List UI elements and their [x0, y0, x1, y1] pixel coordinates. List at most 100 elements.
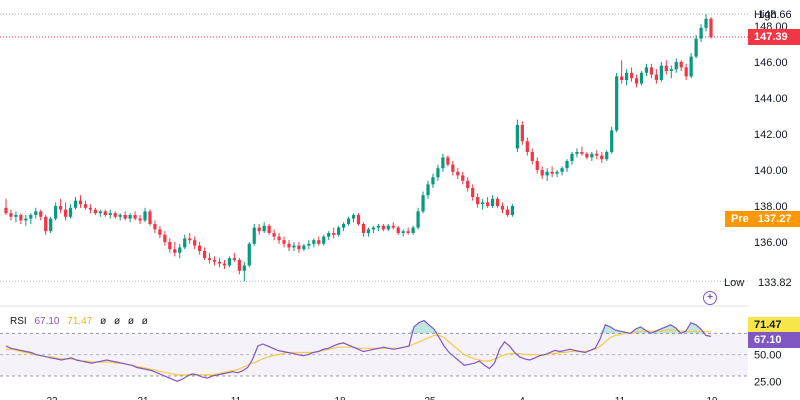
- candle-body: [292, 245, 296, 248]
- candle-body: [54, 206, 58, 219]
- candle-body: [14, 215, 18, 217]
- candle-body: [346, 218, 351, 224]
- candle-body: [441, 157, 445, 169]
- candle-body: [694, 38, 698, 57]
- candle-body: [530, 152, 534, 161]
- candle-body: [322, 236, 326, 244]
- add-indicator-icon[interactable]: +: [703, 291, 717, 305]
- candle-body: [257, 227, 261, 232]
- high-label-tag: High: [748, 7, 800, 23]
- premarket-price-tag: Pre 137.27: [725, 211, 800, 227]
- candle-body: [376, 225, 380, 228]
- candle-body: [679, 62, 683, 68]
- candle-body: [620, 76, 624, 80]
- candle-body: [356, 215, 361, 224]
- candle-body: [624, 72, 629, 80]
- candle-body: [709, 18, 713, 37]
- candle-body: [327, 233, 331, 237]
- candle-body: [555, 171, 559, 174]
- rsi-line: [5, 319, 712, 382]
- candle-body: [515, 125, 519, 149]
- candle-body: [421, 195, 425, 212]
- candle-body: [371, 227, 376, 230]
- candle-body: [148, 211, 152, 224]
- candle-body: [704, 18, 708, 28]
- candle-body: [24, 218, 28, 221]
- candle-body: [297, 245, 301, 250]
- candle-body: [431, 177, 435, 185]
- date-tick-label: 25: [424, 396, 436, 400]
- candle-body: [252, 227, 256, 244]
- candle-body: [406, 231, 410, 233]
- candle-body: [317, 240, 321, 244]
- candle-body: [520, 125, 524, 142]
- candle-body: [585, 153, 589, 158]
- candle-body: [93, 209, 97, 214]
- candle-body: [485, 202, 490, 206]
- candle-body: [302, 245, 306, 250]
- candle-body: [550, 171, 554, 174]
- candle-body: [44, 216, 48, 232]
- candle-body: [669, 69, 673, 71]
- candle-body: [312, 240, 316, 244]
- candle-body: [49, 218, 53, 232]
- candle-body: [123, 215, 127, 219]
- rsi-legend[interactable]: RSI 67.10 71.47 ø ø ø ø: [10, 316, 153, 327]
- candle-body: [68, 207, 73, 217]
- candle-body: [133, 215, 137, 219]
- candle-body: [411, 227, 415, 233]
- candle-body: [510, 206, 515, 215]
- candle-body: [545, 171, 549, 176]
- candle-body: [446, 157, 450, 165]
- candle-body: [163, 234, 167, 242]
- candle-body: [481, 202, 485, 205]
- candle-body: [4, 207, 8, 214]
- premarket-value: 137.27: [757, 213, 792, 225]
- candle-body: [39, 211, 43, 217]
- candle-body: [426, 184, 430, 196]
- rsi-label: RSI: [10, 316, 27, 327]
- candle-body: [212, 260, 217, 262]
- candle-body: [242, 265, 246, 271]
- candle-body: [29, 215, 33, 219]
- candle-body: [525, 141, 529, 152]
- date-tick-label: 4: [519, 396, 525, 400]
- candle-body: [98, 211, 102, 214]
- date-tick-label: 23: [46, 396, 58, 400]
- candle-body: [600, 155, 604, 160]
- candle-body: [396, 227, 400, 233]
- candle-body: [366, 229, 371, 233]
- candle-body: [237, 260, 241, 271]
- candle-body: [684, 67, 688, 77]
- rsi-tick-label: 50.00: [754, 350, 782, 362]
- candle-body: [451, 164, 455, 172]
- candle-body: [34, 211, 38, 215]
- rsi-extra-3: ø: [127, 316, 134, 327]
- candle-body: [113, 213, 117, 217]
- price-tick-label: 136.00: [754, 237, 788, 249]
- candle-body: [73, 200, 78, 208]
- candle-body: [629, 72, 634, 79]
- rsi-value: 67.10: [34, 316, 60, 327]
- last-price-value: 147.39: [754, 31, 788, 43]
- candle-body: [361, 224, 366, 233]
- low-value: 133.82: [758, 277, 792, 289]
- candle-body: [416, 211, 420, 228]
- candle-body: [128, 215, 132, 219]
- candle-body: [153, 224, 157, 230]
- high-value-tag: 148.66: [752, 7, 800, 23]
- candle-body: [689, 56, 693, 77]
- candle-body: [664, 65, 668, 71]
- candle-body: [207, 258, 212, 260]
- candle-body: [540, 170, 544, 176]
- candle-body: [138, 218, 142, 221]
- candle-body: [262, 225, 266, 232]
- rsi-value-tag-value: 67.10: [754, 334, 782, 346]
- candle-body: [282, 240, 286, 244]
- candle-body: [227, 258, 232, 266]
- rsi-extra-4: ø: [141, 316, 148, 327]
- candle-body: [9, 213, 13, 217]
- candle-body: [456, 171, 460, 176]
